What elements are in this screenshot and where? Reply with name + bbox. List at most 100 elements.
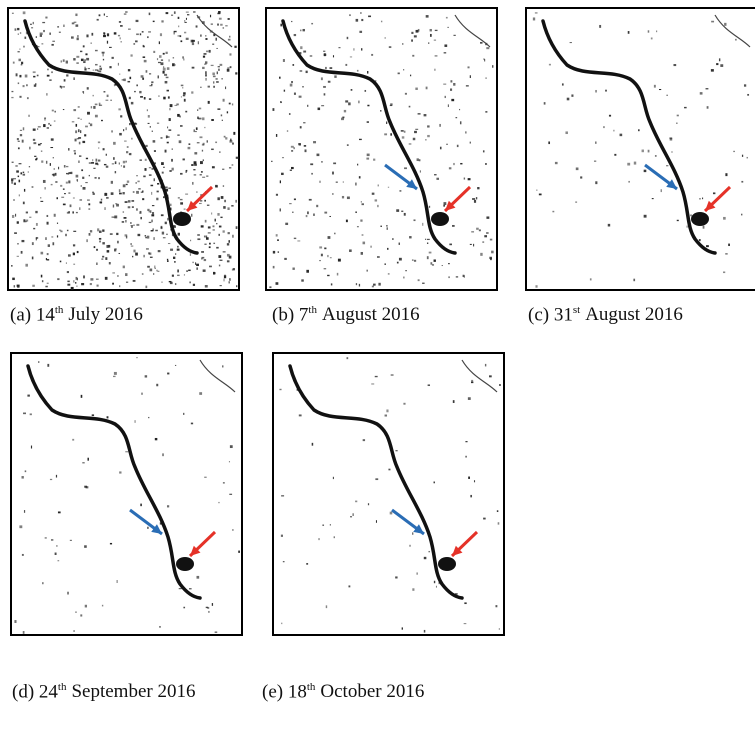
speckle: [132, 255, 134, 258]
speckle: [190, 239, 192, 242]
speckle: [192, 39, 195, 42]
speckle: [147, 122, 150, 124]
speckle: [329, 215, 331, 218]
speckle: [14, 620, 17, 623]
speckle: [654, 155, 657, 157]
arrow-head: [445, 200, 456, 211]
speckle: [124, 140, 127, 142]
speckle: [297, 240, 301, 242]
speckle: [118, 162, 120, 165]
speckle: [142, 44, 144, 48]
speckle: [145, 70, 148, 73]
speckle: [316, 204, 319, 208]
speckle: [201, 256, 205, 259]
speckle: [108, 261, 111, 265]
speckle: [293, 198, 296, 201]
speckle: [19, 134, 23, 137]
speckle: [366, 269, 368, 272]
speckle: [17, 147, 20, 150]
speckle: [327, 80, 331, 83]
speckle: [161, 20, 164, 23]
speckle: [361, 48, 363, 51]
speckle: [148, 252, 152, 255]
speckle: [633, 161, 637, 165]
speckle: [124, 234, 128, 237]
speckle: [62, 59, 65, 62]
speckle: [35, 237, 38, 241]
speckle: [32, 21, 34, 25]
speckle: [11, 96, 14, 99]
speckle: [301, 279, 304, 282]
speckle: [386, 121, 388, 125]
speckle: [358, 100, 360, 104]
speckle: [205, 61, 208, 64]
speckle: [92, 69, 94, 71]
speckle: [409, 544, 411, 547]
speckle: [289, 83, 293, 87]
speckle: [448, 167, 452, 170]
speckle: [73, 263, 76, 265]
speckle: [292, 211, 294, 213]
caption-text: August 2016: [321, 304, 420, 326]
speckle: [13, 285, 16, 288]
speckle: [177, 274, 180, 277]
speckle: [349, 56, 353, 58]
speckle: [220, 114, 223, 117]
speckle: [166, 258, 169, 261]
speckle: [131, 137, 133, 140]
speckle: [360, 251, 363, 255]
speckle: [22, 171, 25, 173]
speckle: [29, 413, 32, 416]
speckle: [146, 109, 148, 112]
speckle: [196, 267, 198, 270]
speckle: [282, 59, 285, 62]
speckle: [413, 35, 417, 38]
speckle: [130, 225, 134, 227]
caption-text: October 2016: [320, 681, 425, 703]
speckle: [182, 158, 185, 161]
speckle: [85, 157, 89, 160]
speckle: [427, 134, 430, 138]
speckle: [157, 270, 160, 272]
speckle: [78, 160, 80, 163]
speckle: [73, 150, 76, 152]
speckle: [207, 232, 211, 234]
speckle: [453, 34, 456, 36]
speckle: [334, 75, 337, 78]
speckle: [482, 150, 485, 153]
speckle: [235, 285, 238, 288]
caption-sup: th: [308, 304, 317, 316]
speckle: [228, 240, 230, 243]
speckle: [345, 63, 348, 66]
speckle: [182, 87, 184, 89]
speckle: [647, 149, 650, 153]
speckle: [471, 379, 474, 382]
speckle: [162, 70, 165, 74]
speckle: [348, 102, 351, 106]
speckle: [183, 58, 185, 61]
speckle: [377, 184, 379, 187]
speckle: [73, 230, 77, 232]
speckle: [147, 265, 150, 268]
speckle: [135, 40, 138, 43]
speckle: [414, 130, 417, 134]
speckle: [607, 223, 611, 227]
speckle: [167, 126, 169, 129]
water-body: [431, 212, 449, 226]
speckle: [443, 83, 447, 85]
speckle: [231, 164, 234, 166]
speckle: [374, 199, 378, 202]
speckle: [92, 159, 94, 162]
speckle: [166, 233, 168, 236]
speckle: [67, 172, 70, 175]
speckle: [534, 12, 538, 14]
speckle: [291, 166, 294, 170]
speckle: [118, 252, 121, 255]
speckle: [309, 55, 313, 57]
speckle: [67, 254, 71, 257]
speckle: [126, 180, 130, 183]
speckle: [489, 238, 493, 241]
speckle: [232, 267, 235, 270]
caption-text: (e) 18: [262, 681, 307, 703]
